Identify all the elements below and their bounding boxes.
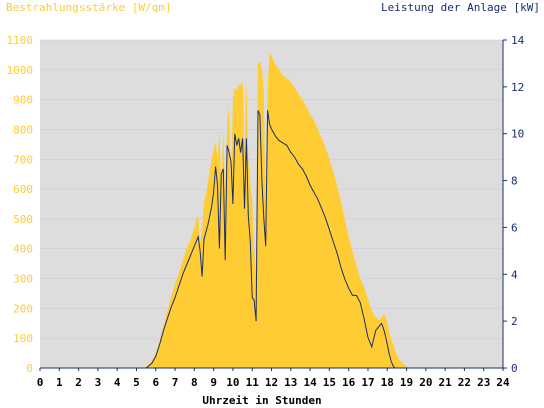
right-tick-label: 10 (511, 128, 524, 141)
left-y-ticks: 0 100 200 300 400 500 600 700 800 900 1000 1100 (7, 34, 34, 375)
left-tick-label: 800 (13, 123, 33, 136)
left-tick-label: 0 (26, 362, 33, 375)
right-y-ticks: 0 2 4 6 8 10 12 14 (503, 34, 525, 375)
left-tick-label: 600 (13, 183, 33, 196)
x-tick-label: 13 (284, 376, 297, 389)
x-tick-label: 14 (303, 376, 317, 389)
right-tick-label: 2 (511, 315, 518, 328)
x-tick-label: 17 (361, 376, 374, 389)
left-tick-label: 1000 (7, 64, 34, 77)
x-tick-label: 20 (419, 376, 432, 389)
x-tick-label: 4 (114, 376, 121, 389)
x-tick-label: 8 (191, 376, 198, 389)
left-tick-label: 500 (13, 213, 33, 226)
x-axis-title: Uhrzeit in Stunden (202, 394, 321, 407)
power-line (40, 110, 503, 369)
right-tick-label: 14 (511, 34, 525, 47)
x-tick-label: 3 (95, 376, 102, 389)
left-tick-label: 300 (13, 273, 33, 286)
x-tick-label: 19 (400, 376, 413, 389)
x-tick-label: 18 (381, 376, 394, 389)
right-tick-label: 0 (511, 362, 518, 375)
right-tick-label: 6 (511, 221, 518, 234)
left-tick-label: 400 (13, 243, 33, 256)
x-tick-label: 10 (226, 376, 239, 389)
right-tick-label: 4 (511, 268, 518, 281)
x-tick-label: 15 (323, 376, 336, 389)
x-tick-label: 1 (56, 376, 63, 389)
x-tick-label: 0 (37, 376, 44, 389)
left-tick-label: 700 (13, 153, 33, 166)
left-tick-label: 900 (13, 94, 33, 107)
x-tick-label: 6 (152, 376, 159, 389)
x-ticks: 0 1 2 3 4 5 6 7 8 9 10 11 12 13 14 15 16 17 18 19 20 21 22 23 24 (37, 368, 510, 389)
x-tick-label: 9 (210, 376, 217, 389)
right-tick-label: 12 (511, 81, 524, 94)
x-tick-label: 21 (439, 376, 453, 389)
x-tick-label: 2 (75, 376, 82, 389)
left-tick-label: 1100 (7, 34, 34, 47)
x-tick-label: 16 (342, 376, 356, 389)
irradiance-area (40, 51, 503, 369)
x-tick-label: 12 (265, 376, 278, 389)
left-axis-title: Bestrahlungsstärke [W/qm] (6, 1, 172, 14)
right-axis-title: Leistung der Anlage [kW] (381, 1, 540, 14)
x-tick-label: 11 (246, 376, 260, 389)
x-tick-label: 24 (496, 376, 510, 389)
x-tick-label: 5 (133, 376, 140, 389)
right-tick-label: 8 (511, 175, 518, 188)
left-tick-label: 100 (13, 332, 33, 345)
x-tick-label: 7 (172, 376, 179, 389)
left-tick-label: 200 (13, 302, 33, 315)
x-tick-label: 22 (458, 376, 471, 389)
x-tick-label: 23 (477, 376, 490, 389)
